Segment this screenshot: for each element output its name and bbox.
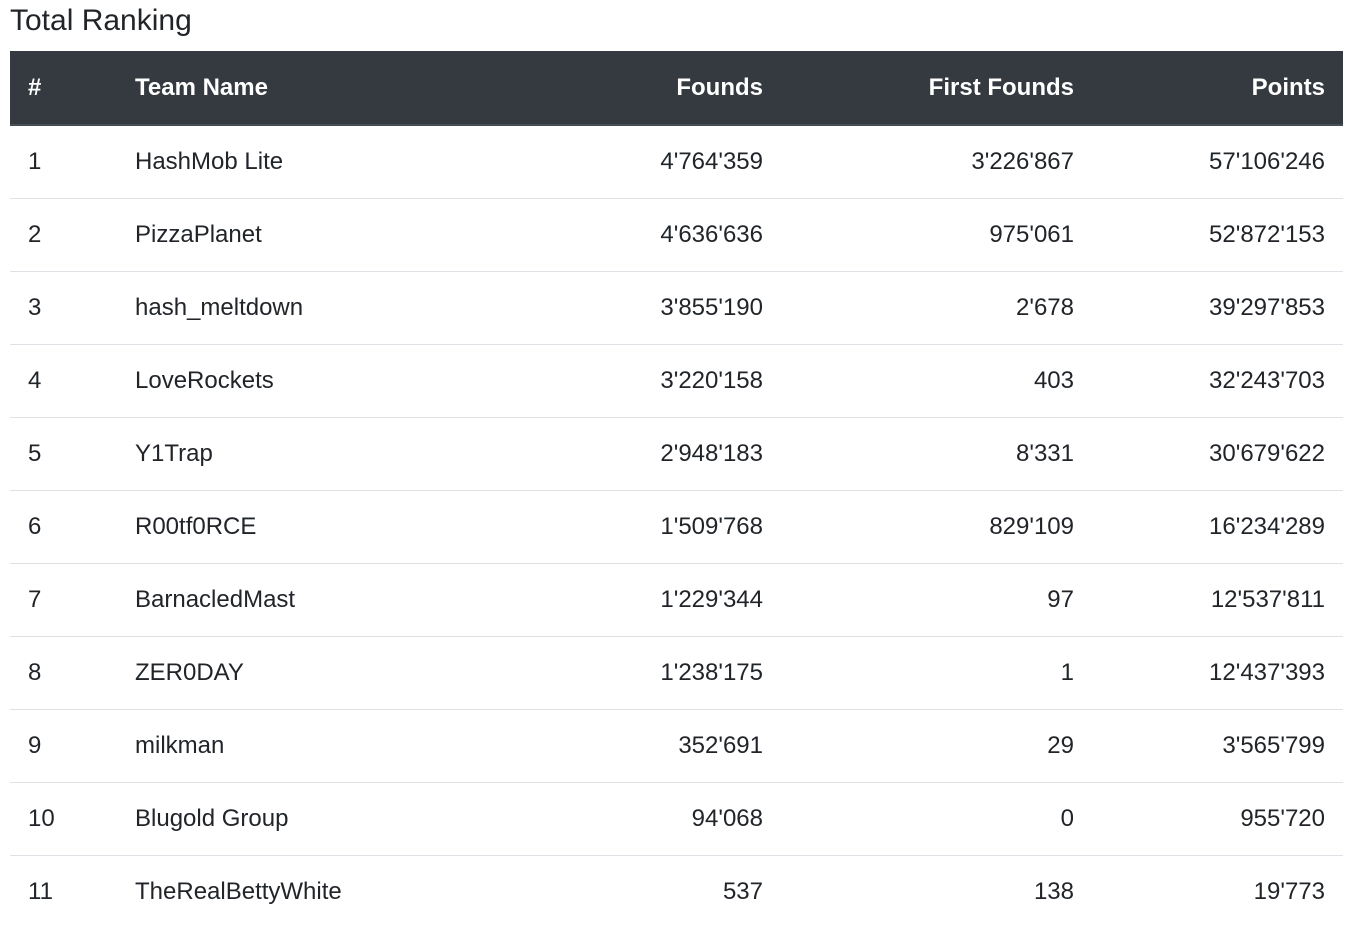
cell-first-founds: 138 <box>781 854 1092 928</box>
cell-rank: 3 <box>10 270 117 344</box>
cell-rank: 8 <box>10 635 117 709</box>
table-header: # Team Name Founds First Founds Points <box>10 51 1343 126</box>
cell-rank: 2 <box>10 197 117 271</box>
cell-points: 3'565'799 <box>1092 708 1343 782</box>
ranking-table: # Team Name Founds First Founds Points 1… <box>10 51 1343 928</box>
cell-rank: 7 <box>10 562 117 636</box>
cell-rank: 4 <box>10 343 117 417</box>
cell-first-founds: 3'226'867 <box>971 147 1074 175</box>
cell-points: 30'679'622 <box>1092 416 1343 490</box>
cell-first-founds: 0 <box>781 781 1092 855</box>
cell-rank: 1 <box>28 147 42 175</box>
cell-rank: 11 <box>10 854 117 928</box>
cell-team-name: LoveRockets <box>117 343 447 417</box>
cell-team-name: Blugold Group <box>117 781 447 855</box>
table-row: 11 TheRealBettyWhite 537 138 19'773 <box>10 854 1343 928</box>
cell-points: 16'234'289 <box>1092 489 1343 563</box>
table-row: 2 PizzaPlanet 4'636'636 975'061 52'872'1… <box>10 197 1343 271</box>
cell-team-name: milkman <box>117 708 447 782</box>
cell-team-name: Y1Trap <box>117 416 447 490</box>
table-row: 10 Blugold Group 94'068 0 955'720 <box>10 781 1343 855</box>
table-row: 9 milkman 352'691 29 3'565'799 <box>10 708 1343 782</box>
page-title: Total Ranking <box>10 4 192 37</box>
cell-points: 19'773 <box>1092 854 1343 928</box>
cell-team-name: R00tf0RCE <box>117 489 447 563</box>
cell-first-founds: 29 <box>781 708 1092 782</box>
cell-founds: 2'948'183 <box>447 416 781 490</box>
cell-team-name: TheRealBettyWhite <box>117 854 447 928</box>
cell-points: 12'537'811 <box>1092 562 1343 636</box>
cell-founds: 3'855'190 <box>447 270 781 344</box>
header-rank[interactable]: # <box>10 51 117 126</box>
cell-points: 32'243'703 <box>1092 343 1343 417</box>
cell-first-founds: 1 <box>781 635 1092 709</box>
table-header-row: # Team Name Founds First Founds Points <box>10 51 1343 126</box>
cell-first-founds: 97 <box>781 562 1092 636</box>
table-row: 5 Y1Trap 2'948'183 8'331 30'679'622 <box>10 416 1343 490</box>
cell-points: 57'106'246 <box>1209 147 1325 175</box>
cell-founds: 1'238'175 <box>447 635 781 709</box>
cell-founds: 537 <box>447 854 781 928</box>
cell-team-name: HashMob Lite <box>135 147 284 175</box>
cell-founds: 1'509'768 <box>447 489 781 563</box>
table-row: 8 ZER0DAY 1'238'175 1 12'437'393 <box>10 635 1343 709</box>
cell-founds: 94'068 <box>447 781 781 855</box>
table-row: 4 LoveRockets 3'220'158 403 32'243'703 <box>10 343 1343 417</box>
cell-first-founds: 829'109 <box>781 489 1092 563</box>
header-team-name[interactable]: Team Name <box>117 51 447 126</box>
cell-team-name: ZER0DAY <box>117 635 447 709</box>
cell-points: 52'872'153 <box>1092 197 1343 271</box>
table-row: 7 BarnacledMast 1'229'344 97 12'537'811 <box>10 562 1343 636</box>
header-points[interactable]: Points <box>1092 51 1343 126</box>
cell-first-founds: 975'061 <box>781 197 1092 271</box>
table-row: 6 R00tf0RCE 1'509'768 829'109 16'234'289 <box>10 489 1343 563</box>
cell-first-founds: 403 <box>781 343 1092 417</box>
cell-team-name: hash_meltdown <box>117 270 447 344</box>
header-first-founds[interactable]: First Founds <box>781 51 1092 126</box>
cell-team-name: PizzaPlanet <box>117 197 447 271</box>
cell-team-name: BarnacledMast <box>117 562 447 636</box>
cell-rank: 5 <box>10 416 117 490</box>
header-founds[interactable]: Founds <box>447 51 781 126</box>
cell-founds: 1'229'344 <box>447 562 781 636</box>
cell-first-founds: 8'331 <box>781 416 1092 490</box>
cell-founds: 3'220'158 <box>447 343 781 417</box>
table-row: 3 hash_meltdown 3'855'190 2'678 39'297'8… <box>10 270 1343 344</box>
table-body: 1 HashMob Lite 4'764'359 3'226'867 57'10… <box>10 125 1343 928</box>
cell-rank: 6 <box>10 489 117 563</box>
cell-first-founds: 2'678 <box>781 270 1092 344</box>
cell-rank: 10 <box>10 781 117 855</box>
cell-points: 955'720 <box>1092 781 1343 855</box>
table-row: 1 HashMob Lite 4'764'359 3'226'867 57'10… <box>10 125 1343 198</box>
cell-founds: 4'764'359 <box>660 147 763 175</box>
cell-points: 12'437'393 <box>1092 635 1343 709</box>
cell-founds: 352'691 <box>447 708 781 782</box>
cell-founds: 4'636'636 <box>447 197 781 271</box>
cell-points: 39'297'853 <box>1092 270 1343 344</box>
cell-rank: 9 <box>10 708 117 782</box>
